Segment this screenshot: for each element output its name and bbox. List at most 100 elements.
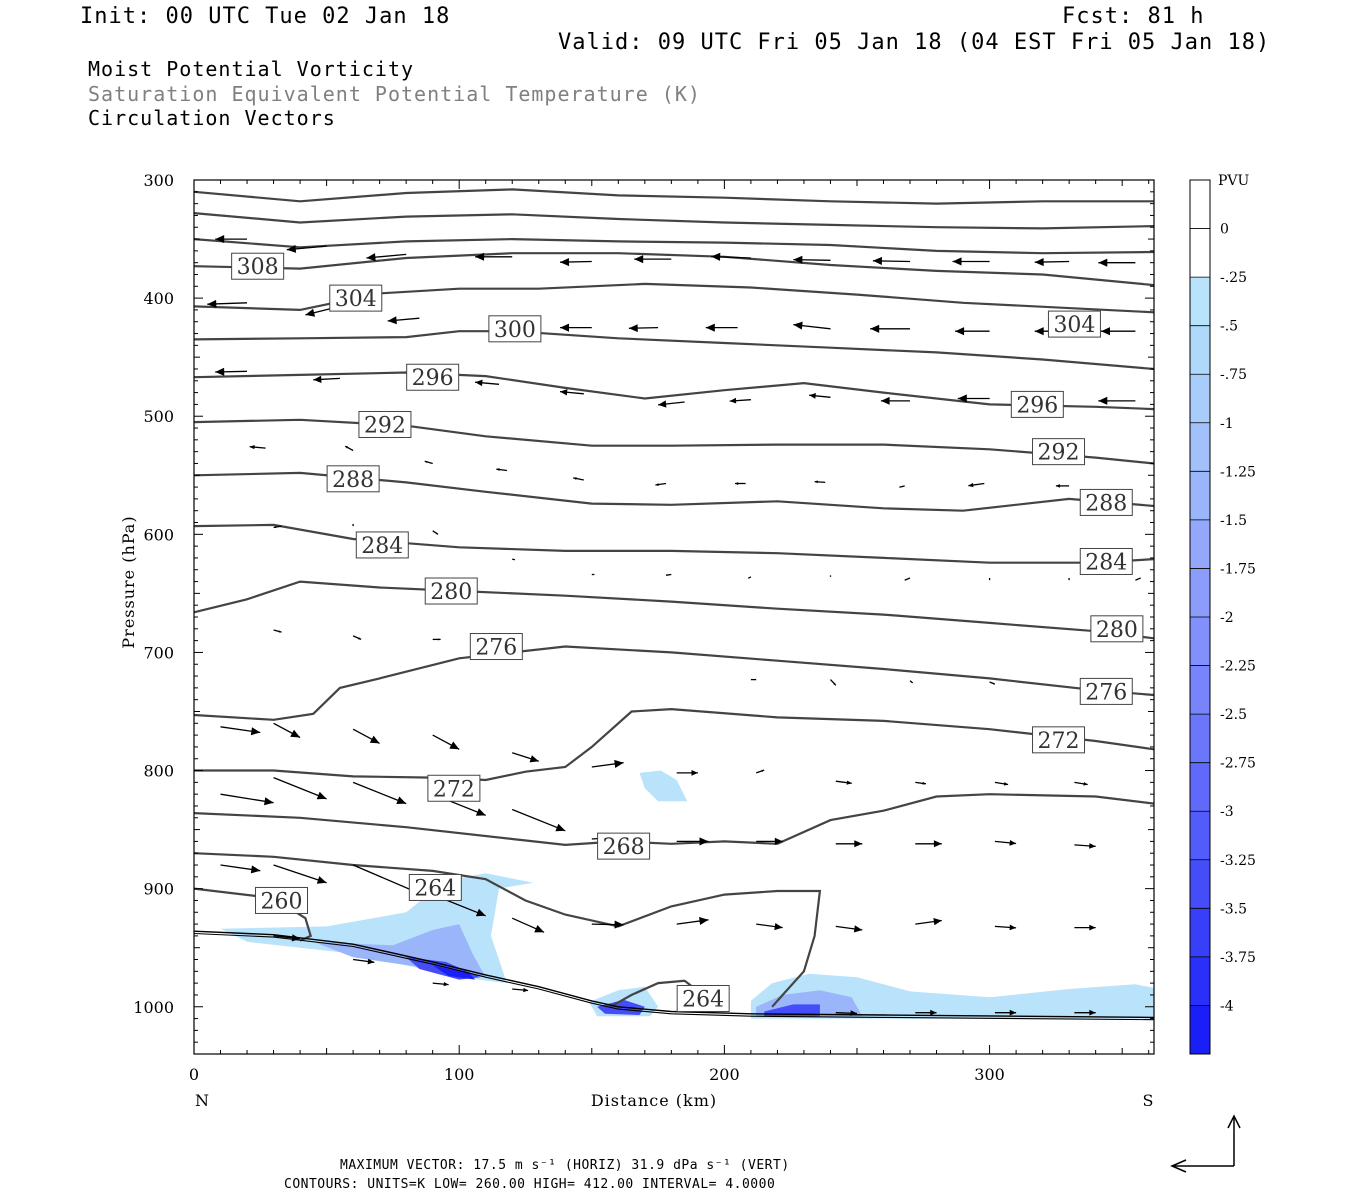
svg-text:288: 288: [1085, 491, 1127, 516]
vector-arrow-45: [273, 525, 282, 529]
svg-text:304: 304: [335, 287, 377, 312]
y-tick-label-500: 500: [143, 407, 174, 426]
theta-contour-0: [193, 188, 1154, 205]
x-axis-title: Distance (km): [591, 1091, 717, 1110]
vector-arrow-66: [989, 681, 996, 685]
colorbar-label: 0: [1220, 222, 1229, 238]
pv-region-6: [639, 770, 688, 802]
axes-layer: 0 100 200 300 300 400 500 600 700 800 900 1000 Dista…: [119, 171, 1153, 1110]
theta-contour-11: [193, 645, 1155, 721]
x-tick-label-100: 100: [444, 1065, 475, 1084]
theta-contour-12: [194, 707, 1155, 782]
vector-arrow-47: [432, 530, 439, 535]
contour-label-264: 264: [676, 984, 730, 1012]
vector-arrow-43: [968, 482, 985, 488]
vector-arrow-48: [512, 558, 516, 561]
vector-arrow-6: [711, 252, 751, 261]
colorbar-label: -3.25: [1220, 853, 1256, 869]
vector-arrow-78: [1074, 781, 1088, 786]
theta-contour-14: [193, 852, 822, 1008]
svg-text:304: 304: [1053, 313, 1095, 338]
svg-text:264: 264: [414, 876, 456, 901]
colorbar-swatch-10: [1190, 665, 1210, 715]
theta-contour-2: [193, 237, 1155, 255]
colorbar-label: -1: [1220, 416, 1234, 432]
vector-arrow-40: [735, 482, 746, 485]
vector-arrow-18: [793, 321, 831, 330]
colorbar-label: -1.75: [1220, 561, 1256, 577]
colorbar-swatch-8: [1190, 568, 1210, 618]
x-tick-label-0: 0: [189, 1065, 199, 1084]
plot-frame: [193, 179, 1155, 1055]
colorbar-swatch-7: [1190, 519, 1210, 569]
vector-arrow-14: [387, 316, 420, 325]
vector-arrow-56: [1135, 577, 1141, 581]
vector-arrow-85: [676, 837, 709, 846]
svg-text:308: 308: [237, 255, 279, 280]
svg-text:284: 284: [361, 534, 403, 559]
colorbar-swatch-1: [1190, 228, 1210, 278]
colorbar-swatch-12: [1190, 762, 1210, 812]
vector-arrow-75: [835, 780, 852, 785]
vector-arrow-74: [755, 769, 765, 774]
colorbar: PVU 0 -.25 -.5 -.75 -1 -1.25 -1.5 -1.75 -2 -2.25 -2…: [1189, 173, 1256, 1055]
colorbar-label: -3.5: [1220, 901, 1247, 917]
y-tick-label-800: 800: [143, 762, 174, 781]
contour-label-264: 264: [408, 873, 462, 901]
vector-arrow-10: [1034, 258, 1070, 267]
x-tick-label-200: 200: [709, 1065, 740, 1084]
contour-label-304: 304: [329, 284, 383, 312]
vector-arrow-106: [512, 987, 529, 993]
contour-label-304: 304: [1047, 310, 1101, 338]
colorbar-swatch-14: [1190, 859, 1210, 909]
colorbar-label: -.25: [1220, 270, 1247, 286]
vector-arrow-88: [915, 840, 942, 848]
pv-region-3: [432, 965, 476, 980]
contour-label-280: 280: [1090, 615, 1144, 643]
vector-arrow-64: [830, 679, 837, 686]
vector-arrow-99: [835, 925, 863, 933]
vector-arrow-81: [352, 781, 407, 805]
contour-label-288: 288: [326, 465, 380, 493]
svg-text:264: 264: [682, 987, 724, 1012]
vector-arrow-80: [273, 776, 327, 800]
contour-label-272: 272: [427, 774, 481, 802]
terrain-line-lower: [193, 932, 1155, 1021]
colorbar-label: -2: [1220, 610, 1234, 626]
vector-arrow-25: [475, 379, 500, 387]
vector-arrow-98: [756, 923, 783, 931]
x-tick-label-300: 300: [974, 1065, 1005, 1084]
vector-arrow-51: [747, 576, 752, 579]
colorbar-label: -1.25: [1220, 464, 1256, 480]
svg-text:292: 292: [1038, 441, 1080, 466]
colorbar-swatch-4: [1190, 374, 1210, 424]
theta-contour-13: [193, 793, 1155, 847]
vector-arrow-37: [496, 468, 507, 472]
vector-arrow-26: [559, 389, 584, 396]
title-theta-es: Saturation Equivalent Potential Temperat…: [88, 82, 701, 106]
x-start-label: N: [195, 1091, 209, 1110]
vector-arrow-28: [729, 397, 751, 404]
vector-arrow-77: [994, 781, 1009, 786]
vector-arrow-3: [475, 252, 513, 261]
vector-arrow-22: [1101, 327, 1136, 336]
vector-arrow-65: [909, 680, 914, 684]
vector-arrow-92: [273, 864, 327, 884]
y-tick-label-900: 900: [143, 880, 174, 899]
y-tick-label-1000: 1000: [133, 998, 174, 1017]
colorbar-label: -3: [1220, 804, 1234, 820]
vector-arrow-97: [676, 917, 709, 925]
colorbar-label: -2.75: [1220, 756, 1256, 772]
colorbar-swatch-16: [1190, 956, 1210, 1006]
colorbar-swatch-6: [1190, 471, 1210, 521]
colorbar-label: -4: [1220, 998, 1234, 1014]
vector-arrow-83: [511, 808, 566, 832]
contour-label-292: 292: [1032, 438, 1086, 466]
vector-arrow-4: [559, 258, 592, 267]
x-end-label: S: [1143, 1091, 1154, 1110]
vector-arrow-41: [814, 480, 826, 484]
vector-arrow-30: [880, 396, 910, 405]
vector-arrow-90: [1074, 843, 1096, 849]
vector-arrow-29: [809, 393, 831, 399]
